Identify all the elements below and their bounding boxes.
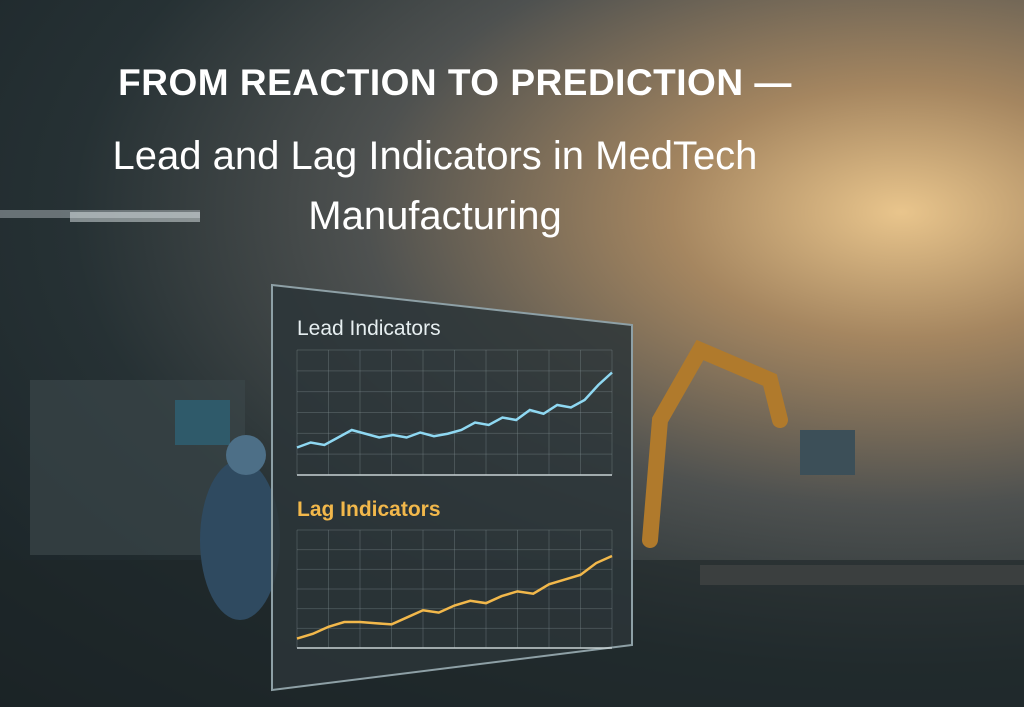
monitor [800, 430, 855, 475]
data-line [296, 371, 613, 449]
robot-arm [642, 339, 788, 548]
chart-title: Lead Indicators [297, 317, 441, 340]
charts: Lead Indicators Lag Indicators [296, 317, 613, 649]
screen [175, 400, 230, 445]
worker-head [226, 435, 266, 475]
subtitle: Lead and Lag Indicators in MedTech Manuf… [112, 134, 758, 238]
chart-title: Lag Indicators [297, 498, 441, 521]
table [700, 565, 1024, 585]
ceiling-light [70, 212, 200, 222]
worker [200, 460, 280, 620]
data-line [296, 554, 613, 640]
title: FROM REACTION TO PREDICTION — [118, 62, 792, 103]
